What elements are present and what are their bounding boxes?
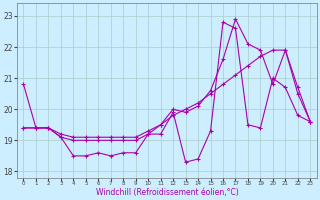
X-axis label: Windchill (Refroidissement éolien,°C): Windchill (Refroidissement éolien,°C) [96, 188, 238, 197]
